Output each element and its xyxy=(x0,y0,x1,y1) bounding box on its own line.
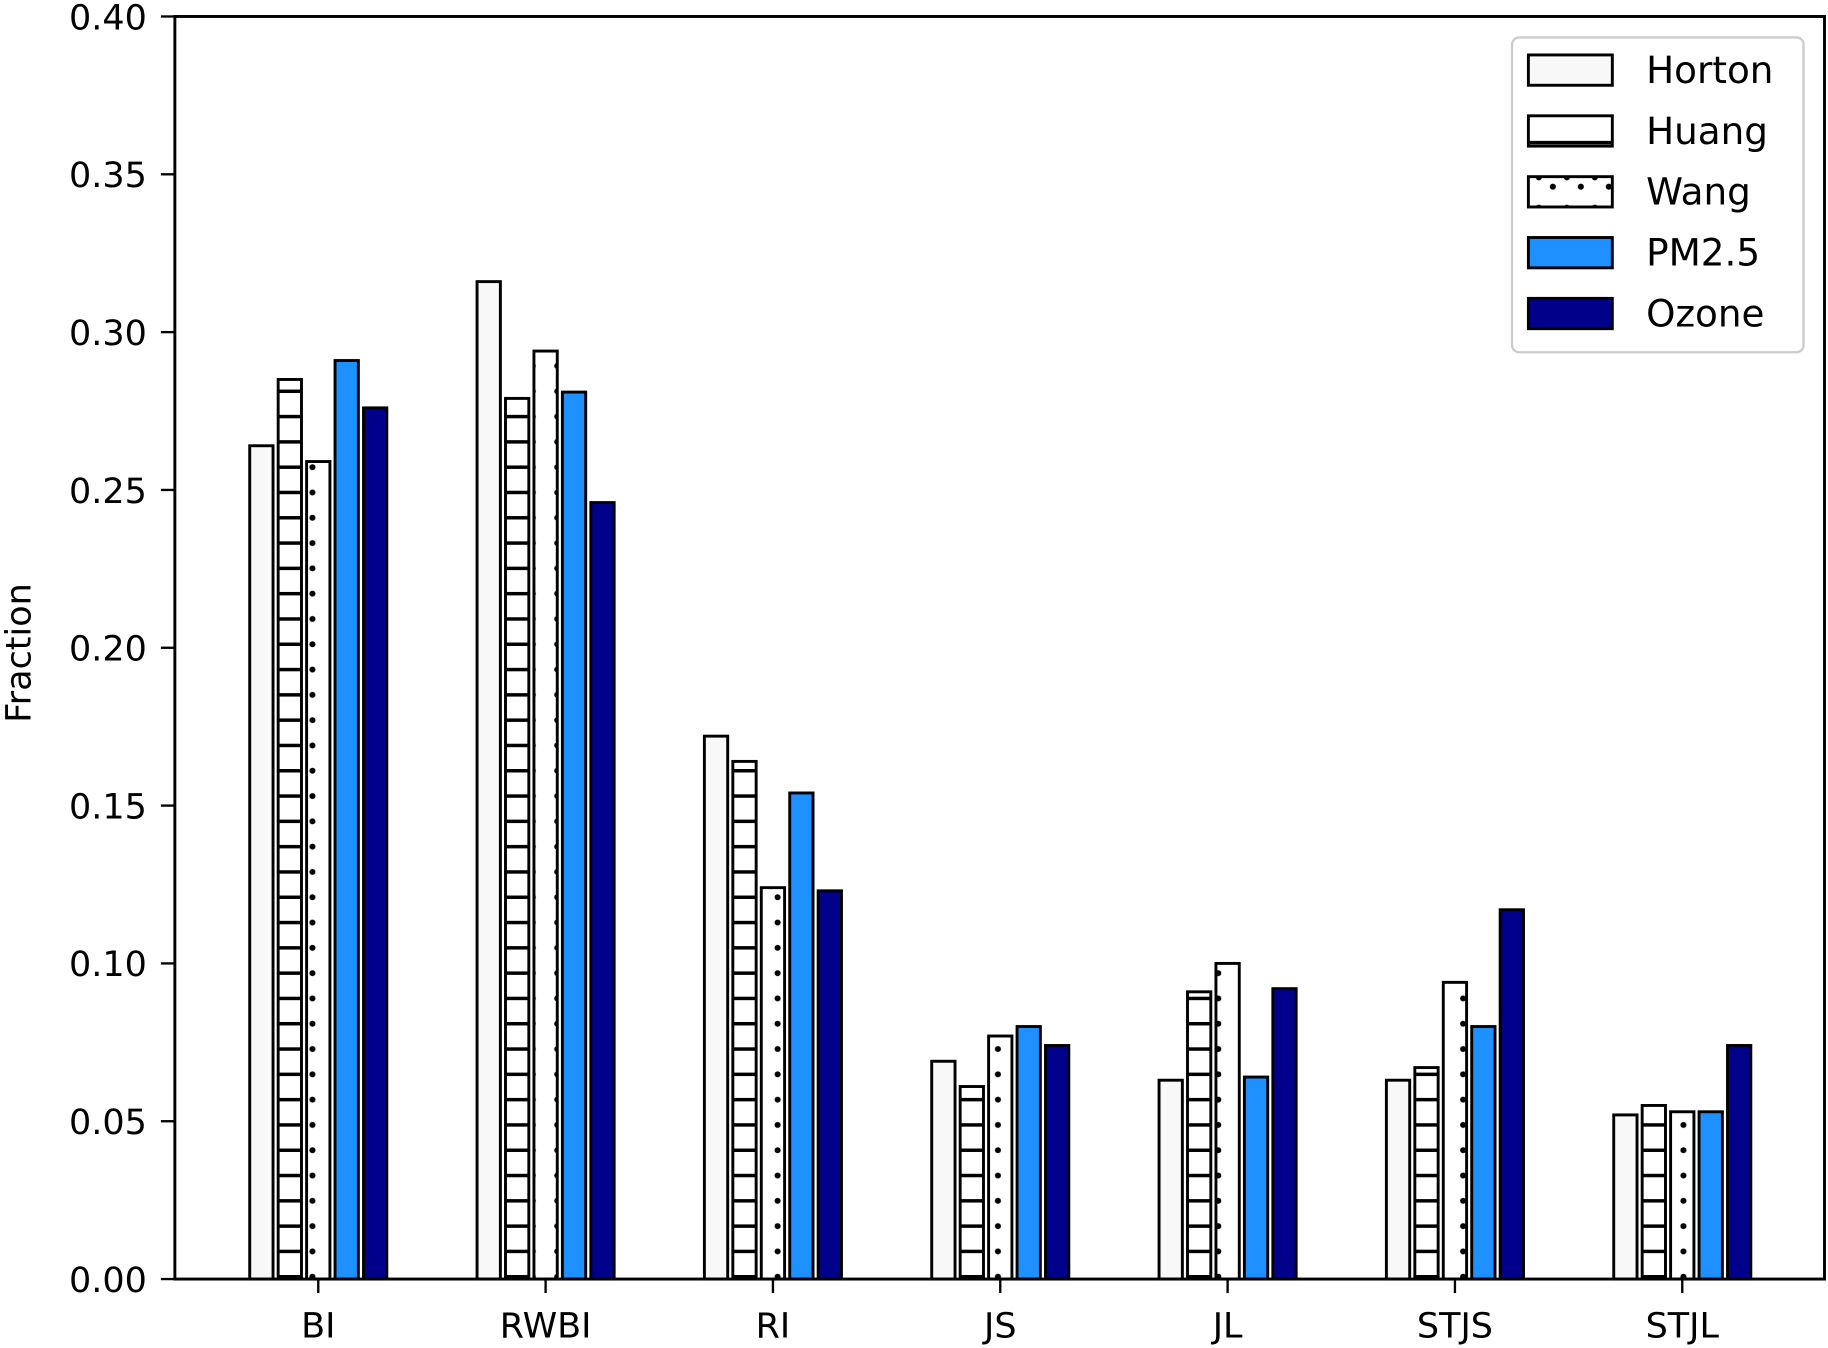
legend: Horton Huang Wang PM2.5 Ozone xyxy=(1510,36,1805,354)
bar-horton-stjs xyxy=(1384,1078,1412,1281)
bar-ozone-jl xyxy=(1271,987,1298,1281)
bar-huang-ri xyxy=(731,759,758,1281)
bar-ozone-rwbi xyxy=(589,501,616,1281)
legend-swatch-horton xyxy=(1526,53,1614,87)
bar-huang-bi xyxy=(276,378,303,1281)
bar-ozone-bi xyxy=(362,406,389,1281)
legend-label: Horton xyxy=(1646,48,1773,92)
x-tick-label: JL xyxy=(1211,1306,1243,1346)
legend-swatch-wang xyxy=(1526,175,1614,209)
y-tick-label: 0.15 xyxy=(69,787,147,827)
bar-pm25-bi xyxy=(333,359,360,1281)
x-tick-label: RI xyxy=(756,1306,791,1346)
bar-pm25-stjl xyxy=(1697,1110,1724,1281)
bar-wang-stjl xyxy=(1669,1110,1696,1281)
bar-horton-ri xyxy=(702,734,730,1281)
bar-horton-bi xyxy=(248,444,275,1281)
bar-wang-stjs xyxy=(1441,980,1469,1281)
bar-ozone-ri xyxy=(816,889,843,1281)
x-tick-label: JS xyxy=(982,1306,1017,1346)
bar-wang-js xyxy=(987,1034,1014,1281)
y-axis-label: Fraction xyxy=(0,583,39,723)
bar-horton-jl xyxy=(1157,1078,1184,1281)
bar-huang-js xyxy=(958,1085,985,1281)
bar-huang-stjl xyxy=(1640,1103,1667,1281)
bar-pm25-jl xyxy=(1242,1075,1270,1281)
bar-ozone-js xyxy=(1044,1044,1071,1281)
bar-ozone-stjl xyxy=(1726,1044,1753,1281)
y-tick-label: 0.10 xyxy=(69,945,147,985)
bar-pm25-ri xyxy=(788,791,815,1281)
x-tick-label: RWBI xyxy=(500,1306,592,1346)
bar-horton-rwbi xyxy=(475,280,502,1281)
y-tick-label: 0.30 xyxy=(69,314,147,354)
y-tick-label: 0.05 xyxy=(69,1103,147,1143)
bar-wang-jl xyxy=(1214,961,1241,1281)
bar-horton-stjl xyxy=(1612,1113,1639,1281)
y-tick-label: 0.20 xyxy=(69,630,147,670)
bar-wang-rwbi xyxy=(532,349,559,1281)
x-tick-label: STJL xyxy=(1646,1306,1720,1346)
legend-label: Wang xyxy=(1646,170,1751,214)
bar-wang-ri xyxy=(759,886,787,1281)
legend-swatch-ozone xyxy=(1526,296,1614,331)
y-tick-label: 0.40 xyxy=(69,0,147,38)
x-tick-label: BI xyxy=(301,1306,335,1346)
y-tick-label: 0.25 xyxy=(69,472,147,512)
bar-pm25-js xyxy=(1015,1025,1042,1281)
y-tick-label: 0.00 xyxy=(69,1261,147,1301)
bar-huang-jl xyxy=(1186,990,1213,1281)
x-tick-label: STJS xyxy=(1417,1306,1493,1346)
bar-pm25-stjs xyxy=(1470,1025,1497,1281)
bar-wang-bi xyxy=(305,460,332,1281)
legend-swatch-pm25 xyxy=(1526,236,1614,270)
bar-pm25-rwbi xyxy=(560,390,588,1281)
legend-label: Huang xyxy=(1646,109,1768,153)
legend-label: Ozone xyxy=(1646,291,1764,335)
bar-horton-js xyxy=(930,1059,957,1281)
bar-huang-stjs xyxy=(1413,1066,1440,1281)
bar-huang-rwbi xyxy=(504,396,531,1281)
legend-label: PM2.5 xyxy=(1646,230,1760,274)
y-tick-label: 0.35 xyxy=(69,156,147,196)
bar-ozone-stjs xyxy=(1498,908,1525,1281)
